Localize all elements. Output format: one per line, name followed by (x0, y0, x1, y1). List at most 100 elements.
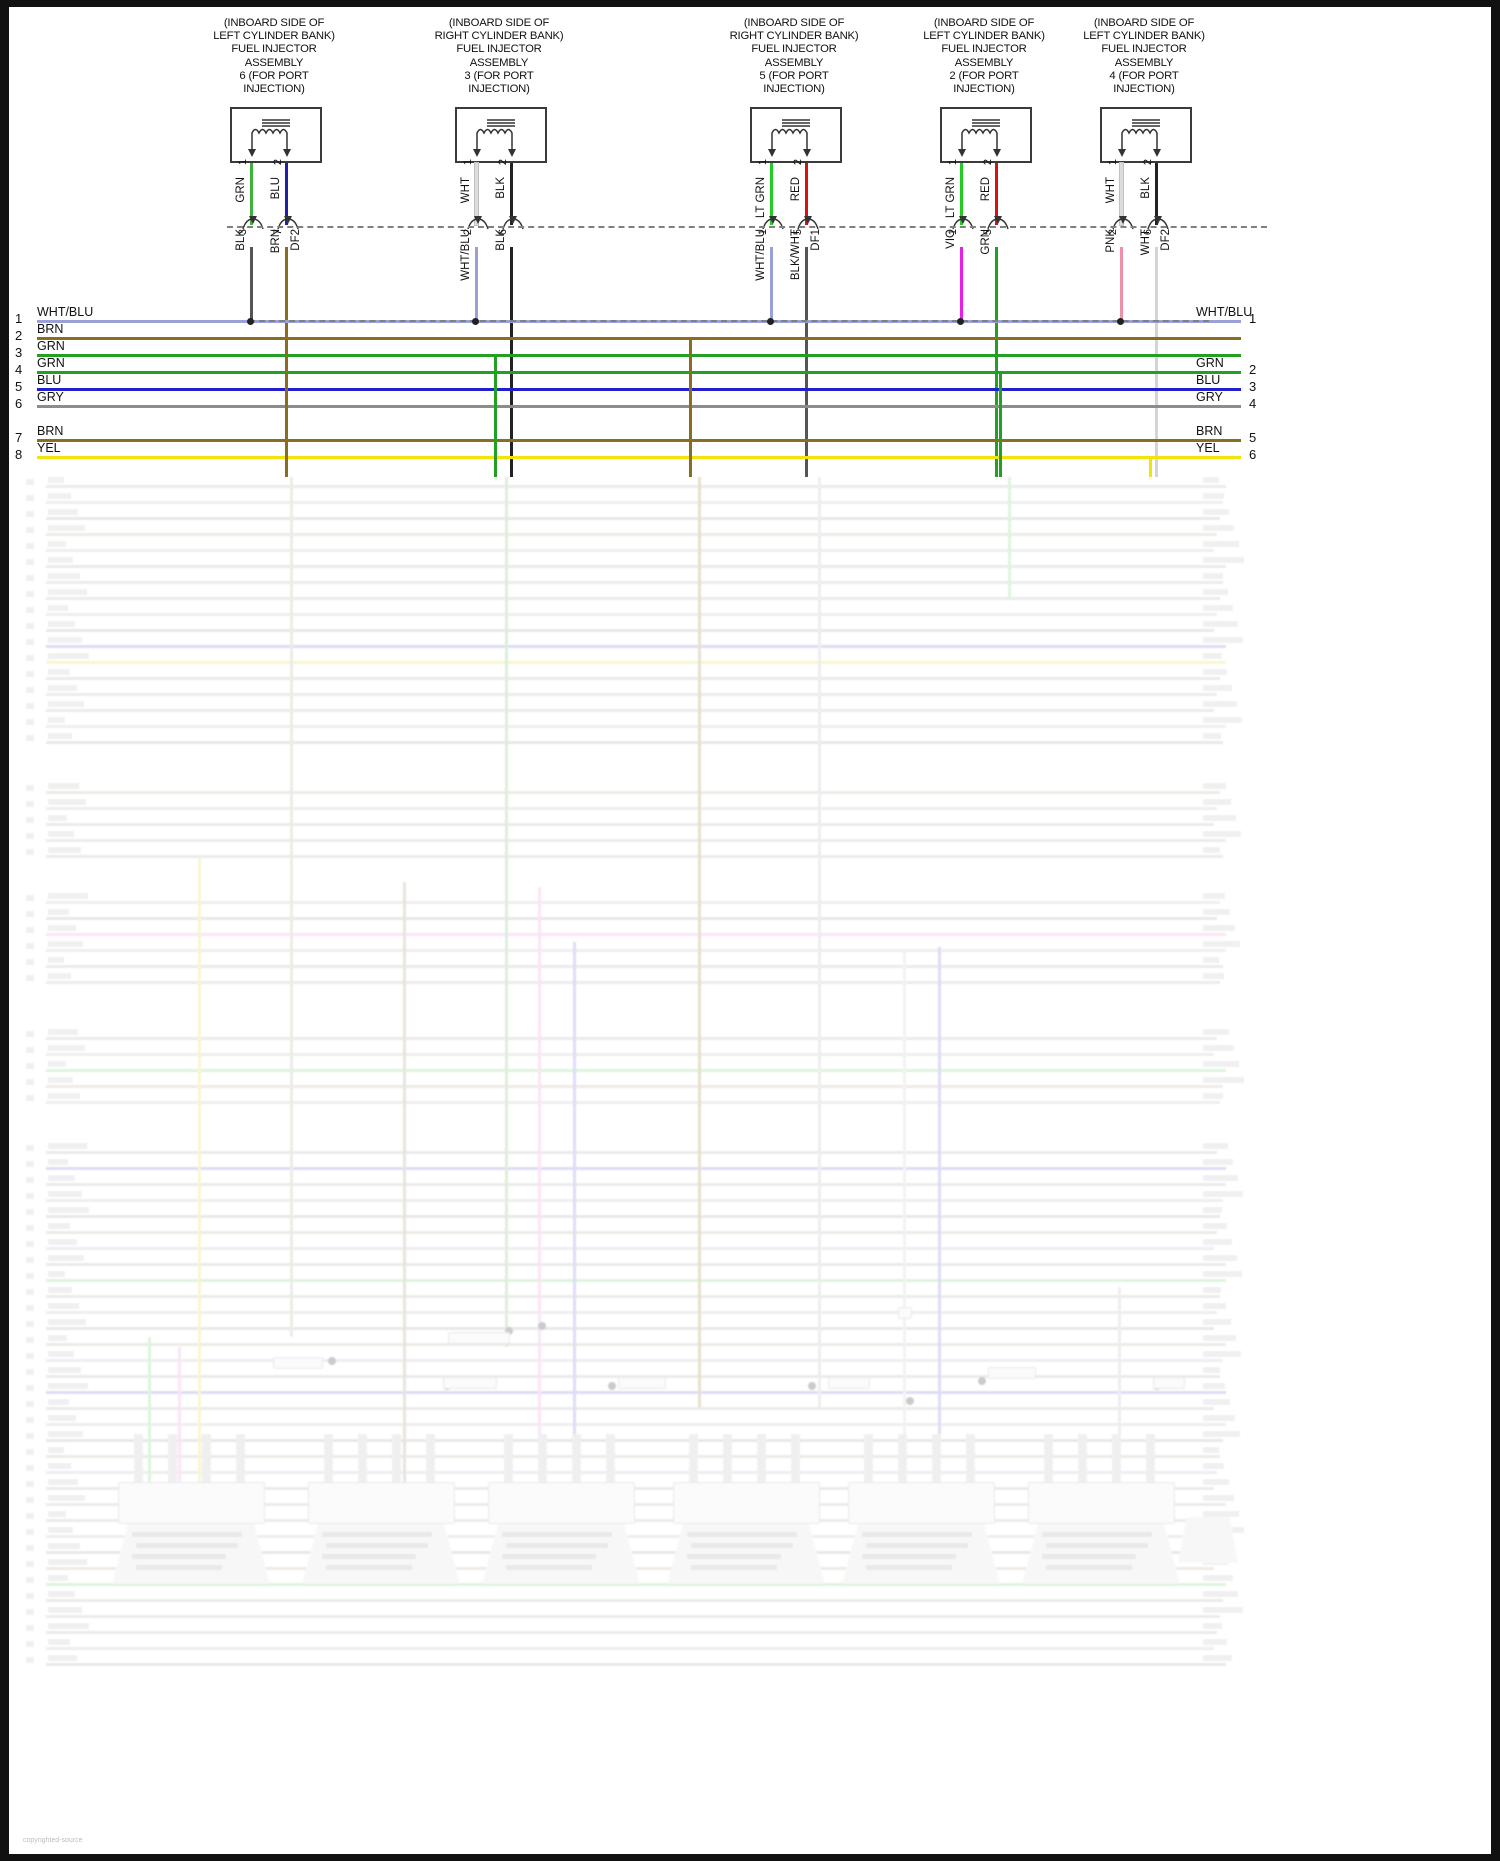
faded-label-stub (48, 1077, 73, 1083)
wire-color-label-lower: WHT (1140, 229, 1152, 256)
faded-label-stub (48, 525, 85, 531)
faded-wire-line (46, 1295, 1220, 1298)
faded-pin-stub (26, 1031, 34, 1037)
faded-pin-stub (26, 559, 34, 565)
connector-separator-upper (227, 226, 1267, 228)
faded-wire-line (46, 1423, 1226, 1426)
faded-label-stub (48, 1319, 86, 1325)
injector-title-line: INJECTION) (763, 83, 825, 96)
junction-dot (957, 318, 964, 325)
faded-wire-line (46, 1327, 1214, 1330)
faded-label-stub (48, 733, 72, 739)
faded-splice-dot (1153, 1382, 1161, 1390)
faded-caption-line (862, 1532, 972, 1537)
faded-connector-label (618, 1377, 666, 1389)
faded-caption-line (1042, 1532, 1152, 1537)
faded-component-caption (112, 1524, 270, 1584)
injector-title-line: INJECTION) (243, 83, 305, 96)
faded-label-stub (1203, 509, 1229, 515)
faded-splice-dot (808, 1382, 816, 1390)
injector-coil-icon (958, 119, 1001, 157)
faded-pin-stub (26, 1305, 34, 1311)
faded-component-pin (864, 1434, 873, 1482)
faded-wire-line (46, 1199, 1223, 1202)
faded-pin-stub (26, 1593, 34, 1599)
faded-component-caption (667, 1524, 825, 1584)
faded-label-stub (1203, 1399, 1230, 1405)
faded-label-stub (1203, 1511, 1239, 1517)
faded-caption-line (866, 1565, 952, 1570)
faded-label-stub (48, 1447, 64, 1453)
faded-pin-stub (26, 1273, 34, 1279)
bus-wire-line (37, 388, 1241, 391)
faded-label-stub (48, 1607, 82, 1613)
faded-label-stub (1203, 1639, 1227, 1645)
faded-label-stub (48, 799, 86, 805)
faded-splice-dot (608, 1382, 616, 1390)
faded-trunk-wire (148, 1337, 151, 1487)
injector-title-line: FUEL INJECTOR (231, 43, 317, 56)
injector-title-line: ASSEMBLY (954, 56, 1014, 69)
faded-component-pin (1044, 1434, 1053, 1482)
bus-left-wire-label: BRN (37, 424, 64, 438)
faded-pin-stub (26, 1497, 34, 1503)
bus-branch-wire (494, 354, 497, 477)
faded-pin-stub (26, 1289, 34, 1295)
faded-caption-line (862, 1554, 956, 1559)
faded-wire-line (46, 1631, 1217, 1634)
faded-pin-stub (26, 1161, 34, 1167)
faded-component-pin (504, 1434, 513, 1482)
faded-label-stub (1203, 1223, 1227, 1229)
faded-label-stub (1203, 1271, 1242, 1277)
faded-wire-line (46, 1101, 1220, 1104)
faded-pin-stub (26, 1385, 34, 1391)
faded-component-pin (168, 1434, 177, 1482)
faded-label-stub (48, 653, 89, 659)
injector-wire-upper (474, 162, 479, 226)
injector-wire-upper (770, 163, 773, 225)
faded-pin-stub (26, 1433, 34, 1439)
faded-label-stub (48, 477, 64, 483)
injector-wire-upper (510, 163, 513, 225)
faded-wire-line (46, 1535, 1220, 1538)
bus-right-wire-label: YEL (1196, 441, 1220, 455)
faded-caption-line (502, 1554, 596, 1559)
faded-label-stub (1203, 1495, 1234, 1501)
faded-wire-line (46, 1583, 1226, 1586)
faded-component-caption (842, 1524, 1000, 1584)
wire-color-label-upper: RED (790, 177, 802, 202)
injector-title-line: LEFT CYLINDER BANK) (1083, 30, 1205, 43)
faded-label-stub (1203, 1415, 1235, 1421)
faded-pin-stub (26, 1577, 34, 1583)
injector-title: (INBOARD SIDE OF LEFT CYLINDER BANK) FUEL … (914, 17, 1054, 96)
injector-title-line: 5 (FOR PORT (759, 69, 829, 82)
injector-title-line: FUEL INJECTOR (1101, 43, 1187, 56)
connector-id-label: DF2 (1160, 229, 1172, 251)
faded-component-box (1028, 1482, 1175, 1524)
faded-label-stub (48, 1351, 74, 1357)
faded-caption-line (866, 1543, 968, 1548)
faded-pin-stub (26, 1369, 34, 1375)
faded-trunk-wire (178, 1347, 181, 1487)
faded-label-stub (1203, 1287, 1221, 1293)
faded-component-pin (426, 1434, 435, 1482)
faded-label-stub (1203, 831, 1241, 837)
faded-wire-line (46, 901, 1220, 904)
faded-trunk-wire (573, 942, 576, 1487)
faded-trunk-wire (1118, 1287, 1121, 1487)
faded-wire-line (46, 661, 1226, 664)
faded-wire-line (46, 1375, 1220, 1378)
faded-wire-line (46, 1069, 1226, 1072)
faded-wire-line (46, 1439, 1223, 1442)
faded-label-stub (1203, 925, 1235, 931)
faded-splice-dot (443, 1382, 451, 1390)
bus-left-wire-label: WHT/BLU (37, 305, 94, 319)
faded-pin-stub (26, 735, 34, 741)
faded-wire-line (46, 839, 1226, 842)
faded-label-stub (1203, 1463, 1224, 1469)
injector-wire-upper (1155, 163, 1158, 225)
run-wht-a4p2 (1155, 247, 1158, 477)
faded-pin-stub (26, 1417, 34, 1423)
faded-label-stub (48, 1383, 88, 1389)
